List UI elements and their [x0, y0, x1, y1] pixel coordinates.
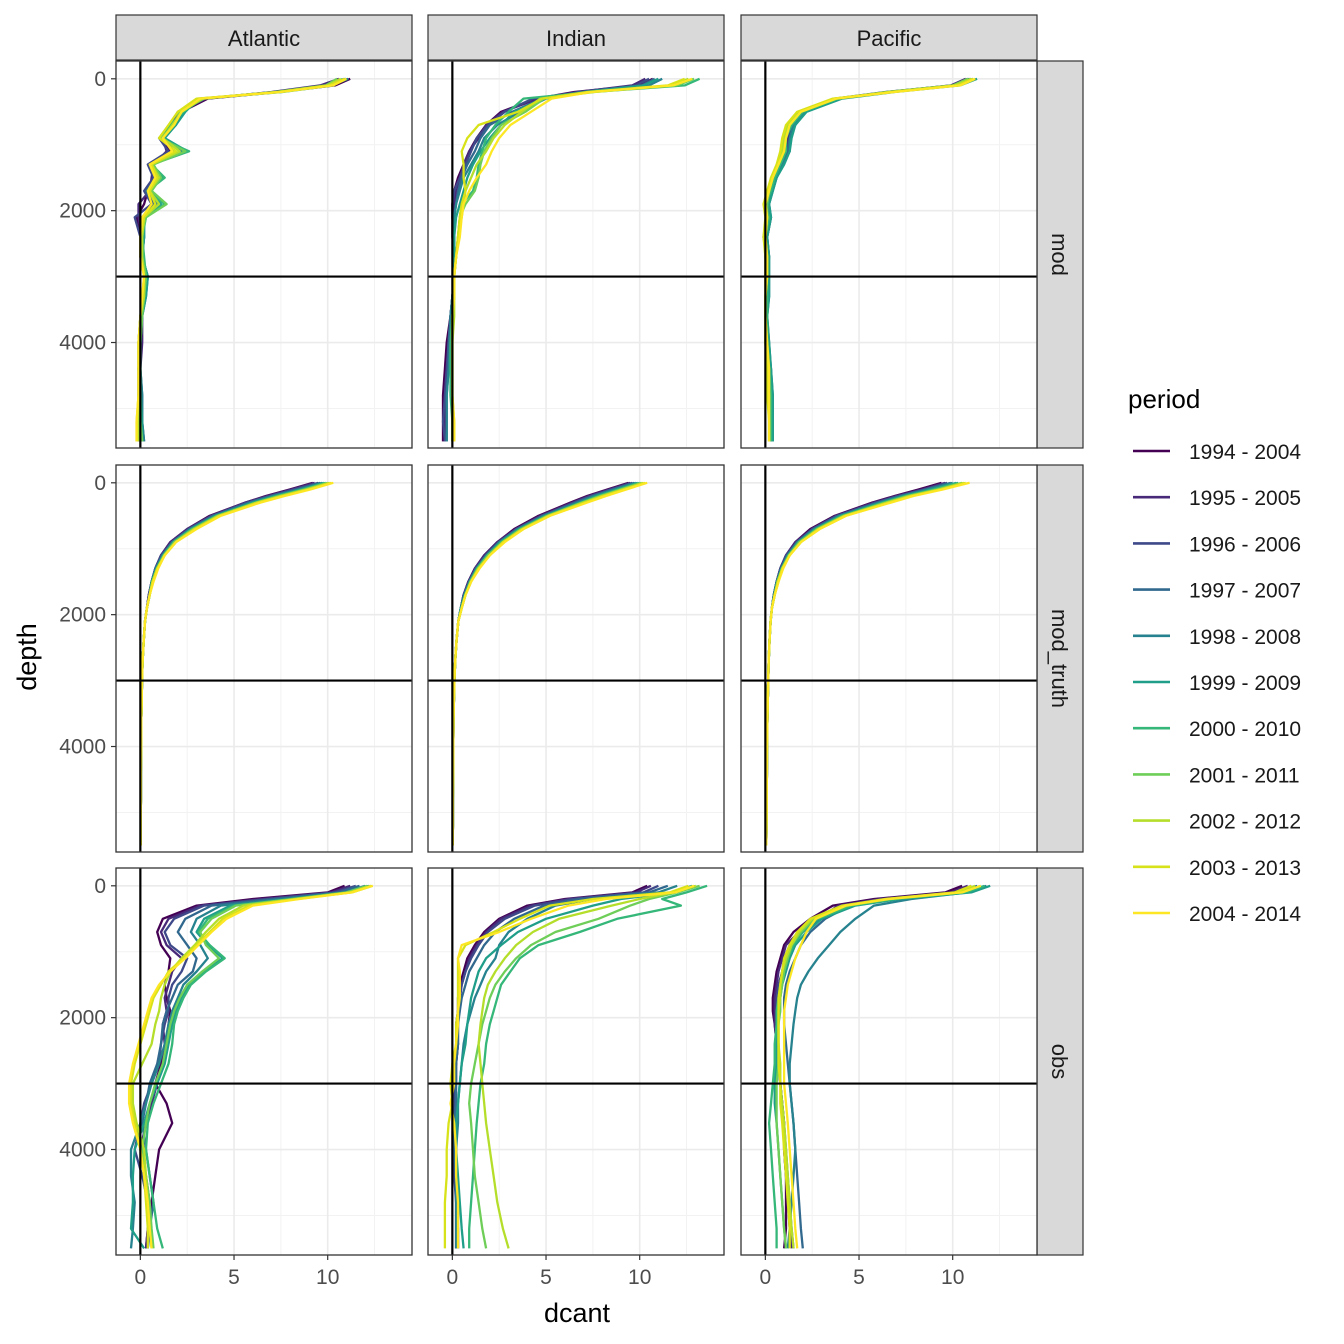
- panel-background: [428, 465, 724, 852]
- series-line-2004-2014: [765, 481, 970, 846]
- series-line-2001-2011: [468, 884, 700, 1249]
- strip-label-atlantic: Atlantic: [228, 26, 300, 51]
- strip-label-mod-truth: mod_truth: [1047, 609, 1072, 708]
- legend-label: 2004 - 2014: [1189, 903, 1301, 926]
- series-line-2002-2012: [477, 884, 697, 1249]
- y-tick-label: 2000: [59, 604, 106, 627]
- panel-border: [115, 464, 413, 853]
- panel-indian-mod: [427, 60, 725, 449]
- legend-label: 2000 - 2010: [1189, 718, 1301, 741]
- strip-mod-truth: [1036, 464, 1084, 853]
- x-tick-label: 0: [760, 1266, 772, 1289]
- legend-label: 1994 - 2004: [1189, 441, 1301, 464]
- panel-background: [428, 61, 724, 448]
- strip-label-obs: obs: [1047, 1044, 1072, 1079]
- panel-background: [741, 61, 1037, 448]
- y-tick-label: 0: [94, 472, 106, 495]
- series-group: [765, 481, 970, 846]
- x-tick-label: 10: [941, 1266, 964, 1289]
- y-axis-title: depth: [12, 623, 42, 691]
- strip-atlantic: [115, 14, 413, 61]
- panel-background: [116, 61, 412, 448]
- panel-atlantic-obs: [115, 867, 413, 1256]
- x-tick-label: 0: [135, 1266, 147, 1289]
- series-line-2000-2010: [144, 884, 372, 1249]
- legend-label: 2001 - 2011: [1189, 764, 1300, 787]
- y-tick-label: 4000: [59, 736, 106, 759]
- series-line-1998-2008: [786, 884, 987, 1249]
- panel-border: [427, 867, 725, 1256]
- strip-obs: [1036, 867, 1084, 1256]
- panel-border: [427, 60, 725, 449]
- x-tick-label: 10: [316, 1266, 339, 1289]
- panel-border: [740, 60, 1038, 449]
- series-line-2002-2012: [131, 884, 374, 1249]
- legend-label: 1995 - 2005: [1189, 487, 1301, 510]
- panel-atlantic-mod-truth: [115, 464, 413, 853]
- series-line-1999-2009: [129, 884, 370, 1250]
- x-tick-label: 0: [447, 1266, 459, 1289]
- panel-indian-mod-truth: [427, 464, 725, 853]
- series-line-1996-2006: [133, 884, 357, 1249]
- y-tick-label: 4000: [59, 1139, 106, 1162]
- strip-label-indian: Indian: [546, 26, 606, 51]
- series-line-2004-2014: [782, 884, 982, 1249]
- panel-border: [740, 867, 1038, 1256]
- panel-pacific-obs: [740, 867, 1038, 1256]
- series-group: [443, 884, 708, 1249]
- legend-label: 1998 - 2008: [1189, 626, 1301, 649]
- panel-border: [740, 464, 1038, 853]
- panel-border: [427, 464, 725, 853]
- series-line-2004-2014: [449, 884, 695, 1249]
- x-tick-label: 5: [228, 1266, 240, 1289]
- y-tick-label: 4000: [59, 332, 106, 355]
- strip-label-pacific: Pacific: [857, 26, 922, 51]
- strip-pacific: [740, 14, 1038, 61]
- series-line-1998-2008: [129, 884, 366, 1249]
- legend-label: 1999 - 2009: [1189, 672, 1301, 695]
- series-line-1997-2007: [453, 884, 669, 1249]
- series-line-1999-2009: [766, 77, 978, 442]
- series-line-2001-2011: [141, 884, 368, 1249]
- series-line-1994-2004: [144, 884, 346, 1249]
- series-group: [767, 884, 991, 1249]
- strip-mod: [1036, 60, 1084, 449]
- panel-background: [116, 465, 412, 852]
- y-tick-label: 2000: [59, 200, 106, 223]
- x-axis-title: dcant: [544, 1298, 611, 1328]
- y-tick-label: 0: [94, 875, 106, 898]
- panel-border: [115, 867, 413, 1256]
- panel-background: [741, 465, 1037, 852]
- series-line-2003-2013: [777, 884, 972, 1249]
- panel-indian-obs: [427, 867, 725, 1256]
- series-line-2000-2010: [767, 884, 985, 1249]
- y-tick-label: 2000: [59, 1007, 106, 1030]
- x-tick-label: 5: [853, 1266, 865, 1289]
- x-tick-label: 10: [628, 1266, 651, 1289]
- panel-atlantic-mod: [115, 60, 413, 449]
- series-line-2004-2014: [127, 884, 374, 1249]
- legend-label: 1997 - 2007: [1189, 580, 1301, 603]
- strip-label-mod: mod: [1047, 233, 1072, 276]
- panel-border: [115, 60, 413, 449]
- strip-indian: [427, 14, 725, 61]
- panel-pacific-mod-truth: [740, 464, 1038, 853]
- series-line-2004-2014: [135, 77, 347, 442]
- legend-label: 2002 - 2012: [1189, 811, 1301, 834]
- legend-label: 1996 - 2006: [1189, 533, 1301, 556]
- y-tick-label: 0: [94, 68, 106, 91]
- x-tick-label: 5: [540, 1266, 552, 1289]
- legend-title: period: [1128, 384, 1200, 414]
- panel-pacific-mod: [740, 60, 1038, 449]
- series-group: [127, 884, 374, 1250]
- legend-label: 2003 - 2013: [1189, 857, 1301, 880]
